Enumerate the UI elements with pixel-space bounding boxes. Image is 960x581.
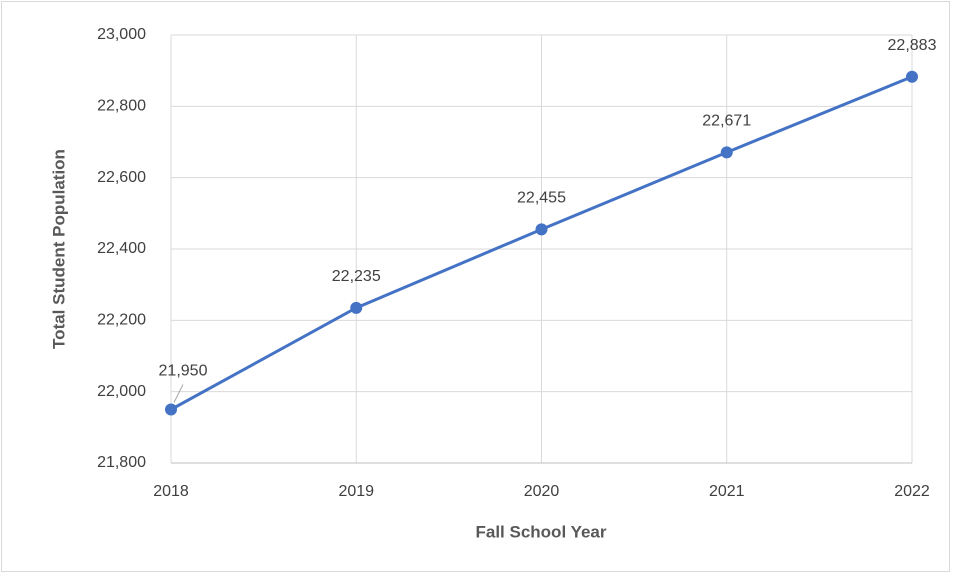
data-point [350, 301, 363, 314]
x-tick-label: 2021 [709, 483, 745, 500]
y-tick-label: 22,800 [97, 98, 146, 115]
data-label: 22,883 [888, 37, 937, 54]
leader-line [173, 384, 184, 403]
x-tick-label: 2019 [338, 483, 374, 500]
y-tick-label: 22,200 [97, 312, 146, 329]
x-tick-label: 2022 [894, 483, 930, 500]
y-tick-label: 22,600 [97, 169, 146, 186]
data-point [906, 70, 918, 83]
y-axis-title: Total Student Population [49, 149, 68, 349]
data-point [535, 223, 548, 236]
data-label: 22,671 [702, 113, 751, 130]
data-point [165, 403, 177, 416]
y-tick-label: 22,000 [97, 383, 146, 400]
chart-border [1, 1, 950, 572]
y-tick-label: 21,800 [97, 454, 146, 471]
y-tick-label: 23,000 [97, 26, 146, 43]
x-tick-label: 2018 [153, 483, 189, 500]
data-label: 22,235 [332, 268, 381, 285]
data-label: 21,950 [159, 363, 208, 380]
y-tick-label: 22,400 [97, 240, 146, 257]
data-point [720, 146, 733, 159]
x-axis-title: Fall School Year [475, 522, 606, 541]
data-label: 22,455 [517, 190, 566, 207]
x-tick-label: 2020 [524, 483, 560, 500]
